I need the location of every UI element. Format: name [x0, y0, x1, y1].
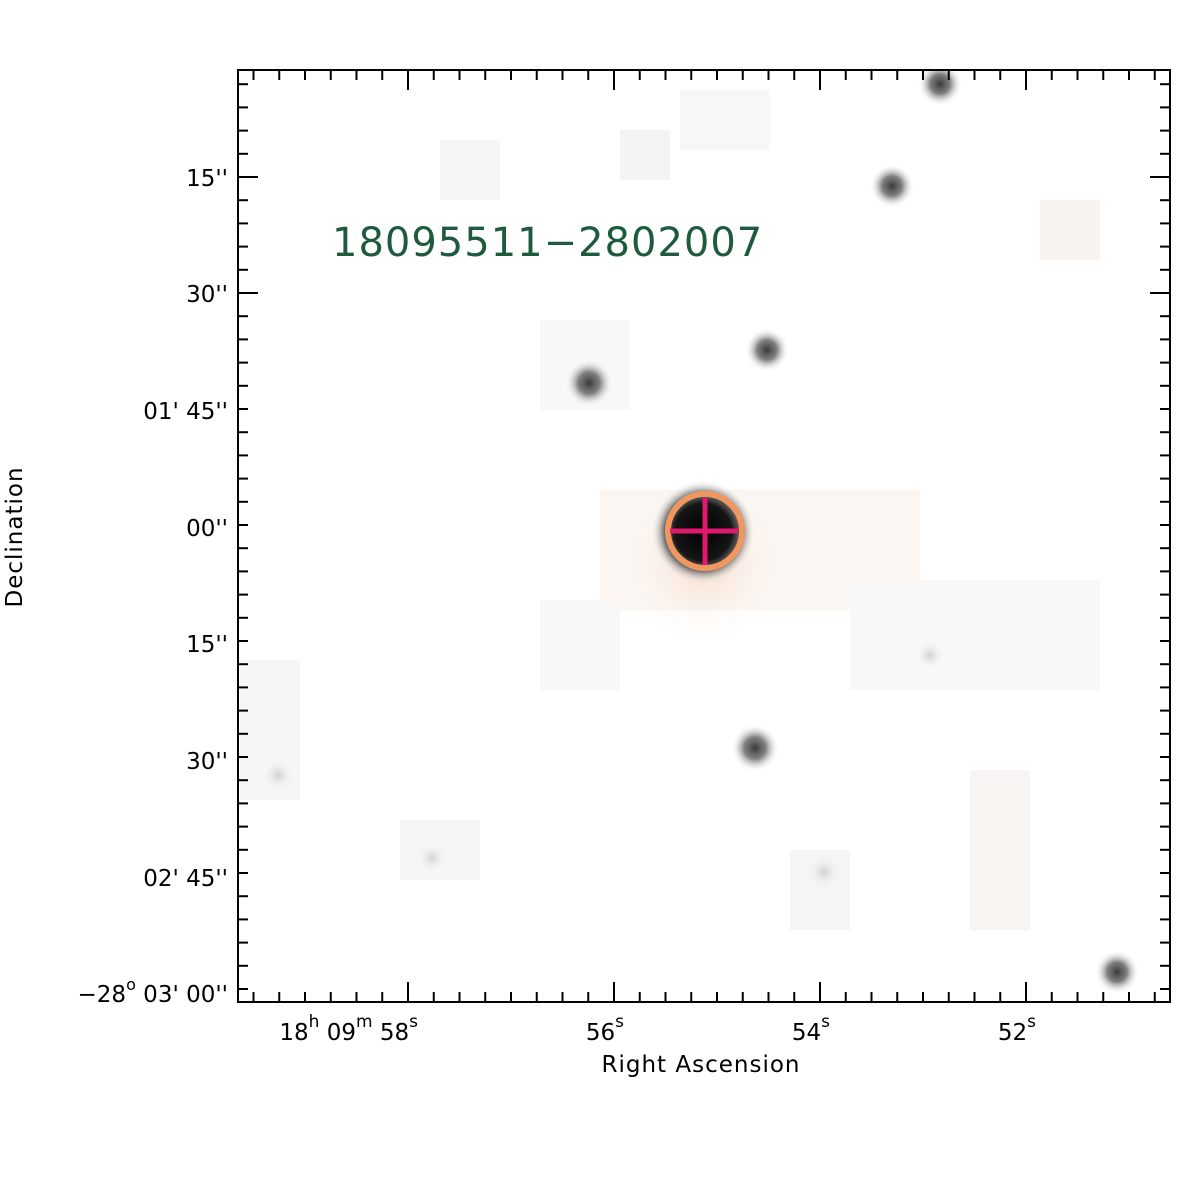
star	[870, 164, 914, 208]
declination-tick-labels: 15'' 30'' 01' 45'' 00'' 15'' 30'' 02' 45'' −28o…	[78, 166, 228, 1008]
star	[731, 724, 779, 772]
background-noise	[540, 600, 620, 690]
axis-ticks	[238, 70, 1170, 1002]
object-id-label: 18095511−2802007	[332, 220, 763, 266]
background-noise	[440, 140, 500, 200]
right-ascension-tick-label: 18h 09m 58s	[279, 1012, 418, 1046]
star	[260, 757, 296, 793]
star	[565, 359, 613, 407]
star	[416, 842, 448, 874]
background-noise	[850, 580, 1100, 690]
declination-tick-label: 30''	[186, 282, 228, 308]
declination-tick-label: 02' 45''	[143, 866, 228, 892]
star	[745, 328, 789, 372]
background-noise	[970, 770, 1030, 930]
right-ascension-tick-label: 52s	[998, 1012, 1036, 1046]
declination-tick-label: 01' 45''	[143, 399, 228, 425]
declination-tick-label: 15''	[186, 166, 228, 192]
background-noise	[620, 130, 670, 180]
x-axis-label: Right Ascension	[602, 1052, 801, 1078]
declination-tick-label: 30''	[186, 749, 228, 775]
star	[918, 70, 962, 106]
background-noise	[1040, 200, 1100, 260]
y-axis-label: Declination	[2, 466, 28, 607]
star	[1095, 950, 1139, 994]
sky-image	[238, 70, 1170, 1002]
star	[806, 854, 842, 890]
background-noise	[680, 90, 770, 150]
plot-frame	[237, 69, 1171, 1003]
target-circle	[665, 491, 745, 571]
declination-tick-label: 00''	[186, 516, 228, 542]
declination-tick-label: 15''	[186, 632, 228, 658]
declination-tick-label: −28o 03' 00''	[78, 975, 228, 1008]
right-ascension-tick-labels: 18h 09m 58s 56s 54s 52s	[279, 1012, 1036, 1046]
right-ascension-tick-label: 54s	[792, 1012, 830, 1046]
right-ascension-tick-label: 56s	[586, 1012, 624, 1046]
star	[914, 639, 946, 671]
